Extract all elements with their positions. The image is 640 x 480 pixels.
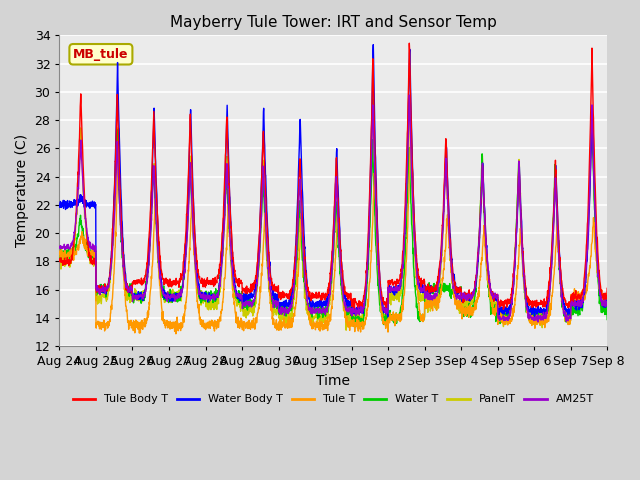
Title: Mayberry Tule Tower: IRT and Sensor Temp: Mayberry Tule Tower: IRT and Sensor Temp — [170, 15, 497, 30]
Legend: Tule Body T, Water Body T, Tule T, Water T, PanelT, AM25T: Tule Body T, Water Body T, Tule T, Water… — [68, 390, 598, 409]
Y-axis label: Temperature (C): Temperature (C) — [15, 134, 29, 247]
X-axis label: Time: Time — [316, 373, 350, 388]
Text: MB_tule: MB_tule — [73, 48, 129, 61]
